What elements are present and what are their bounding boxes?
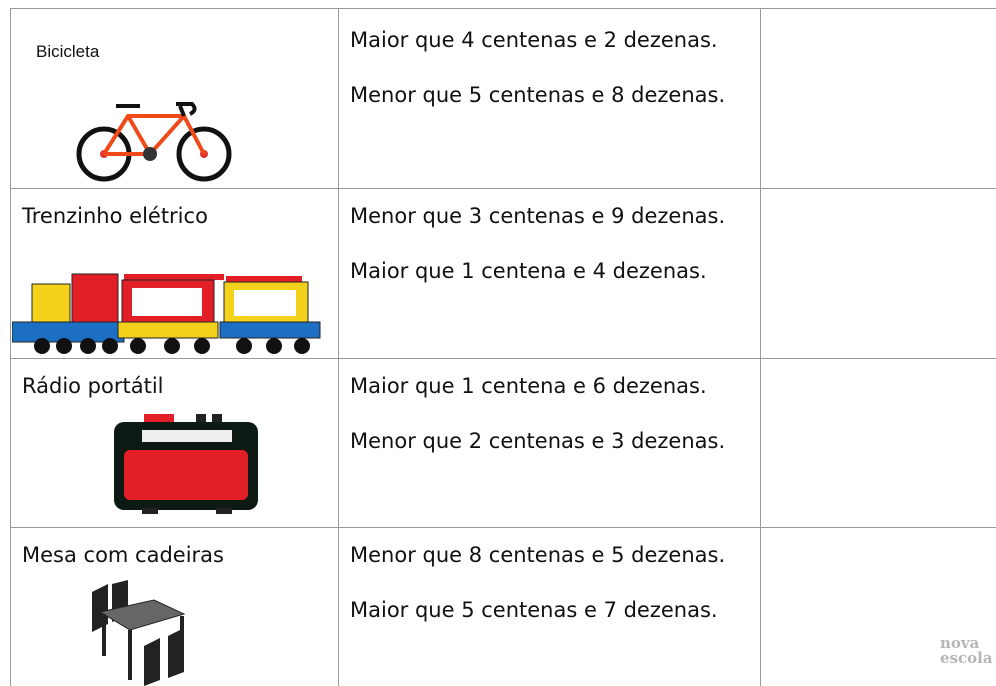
clue: Maior que 1 centena e 4 dezenas.: [350, 259, 707, 283]
clues: Menor que 3 centenas e 9 dezenas. Maior …: [350, 202, 750, 312]
column-border: [10, 8, 11, 686]
clues: Maior que 4 centenas e 2 dezenas. Menor …: [350, 26, 750, 136]
row-border: [10, 358, 996, 359]
train-icon: [12, 273, 321, 354]
item-name: Trenzinho elétrico: [22, 204, 208, 228]
watermark-line: nova: [940, 634, 980, 652]
row-border: [10, 8, 996, 9]
clue: Menor que 2 centenas e 3 dezenas.: [350, 429, 726, 453]
item-name: Mesa com cadeiras: [22, 543, 224, 567]
clue: Maior que 5 centenas e 7 dezenas.: [350, 598, 718, 622]
watermark: nova escola: [940, 636, 993, 666]
column-border: [760, 8, 761, 686]
clues: Maior que 1 centena e 6 dezenas. Menor q…: [350, 372, 750, 482]
row-border: [10, 527, 996, 528]
clue: Maior que 4 centenas e 2 dezenas.: [350, 28, 718, 52]
clue: Maior que 1 centena e 6 dezenas.: [350, 374, 707, 398]
radio-icon: [114, 414, 258, 514]
row-border: [10, 188, 996, 189]
clue: Menor que 8 centenas e 5 dezenas.: [350, 543, 726, 567]
clue: Menor que 3 centenas e 9 dezenas.: [350, 204, 726, 228]
table-chairs-icon: [92, 580, 186, 686]
column-border: [338, 8, 339, 686]
clues: Menor que 8 centenas e 5 dezenas. Maior …: [350, 541, 750, 651]
clue: Menor que 5 centenas e 8 dezenas.: [350, 83, 726, 107]
watermark-line: escola: [940, 649, 993, 667]
item-name: Rádio portátil: [22, 374, 164, 398]
bicycle-icon: [76, 102, 232, 182]
item-name: Bicicleta: [36, 42, 100, 61]
